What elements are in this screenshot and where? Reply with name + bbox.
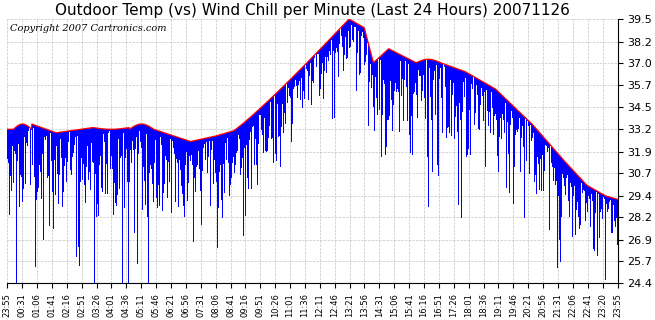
Title: Outdoor Temp (vs) Wind Chill per Minute (Last 24 Hours) 20071126: Outdoor Temp (vs) Wind Chill per Minute … [55,3,570,18]
Text: Copyright 2007 Cartronics.com: Copyright 2007 Cartronics.com [10,24,167,33]
